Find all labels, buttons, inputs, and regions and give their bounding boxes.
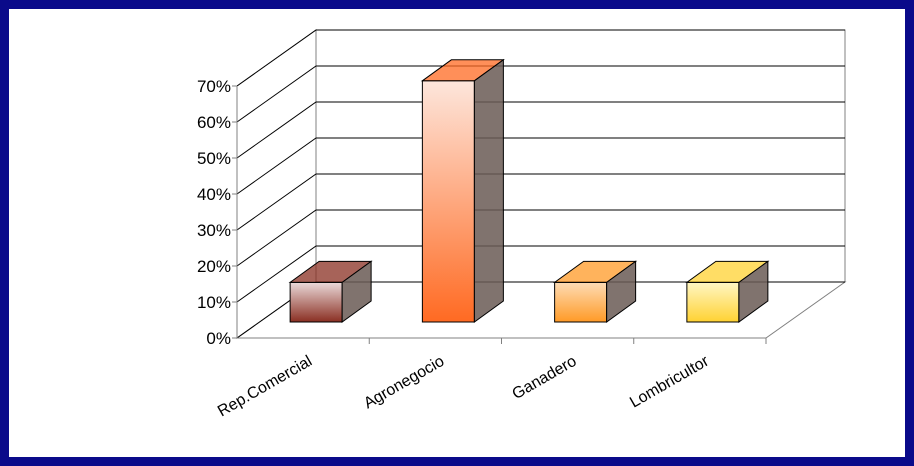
bar-side [341, 260, 372, 323]
bar-front [686, 281, 740, 323]
bar-side [738, 260, 769, 323]
bar-ganadero [553, 260, 638, 323]
gridline [236, 173, 845, 231]
bar-side [473, 58, 504, 323]
x-tick-label: Rep.Comercial [215, 353, 315, 421]
gridline [236, 65, 845, 123]
x-tick-label: Ganadero [509, 353, 579, 403]
bar-rep-comercial [288, 260, 373, 323]
y-tick-label: 20% [197, 257, 231, 276]
bars [288, 58, 770, 323]
gridline [236, 209, 845, 267]
gridline [236, 245, 845, 303]
gridline [236, 101, 845, 159]
y-tick-label: 60% [197, 113, 231, 132]
y-tick-label: 30% [197, 221, 231, 240]
x-tick-label: Lombricultor [627, 352, 712, 411]
bar-front [421, 80, 475, 323]
bar-agronegocio [420, 58, 505, 323]
y-tick-label: 0% [206, 329, 231, 348]
y-tick-label: 50% [197, 149, 231, 168]
gridlines [236, 29, 845, 339]
gridline [236, 137, 845, 195]
gridline [236, 29, 845, 87]
y-tick-label: 40% [197, 185, 231, 204]
y-tick-label: 70% [197, 77, 231, 96]
y-tick-label: 10% [197, 293, 231, 312]
back-wall [315, 29, 846, 283]
bar-front [554, 281, 608, 323]
bar-lombricultor [685, 260, 770, 323]
bar-side [606, 260, 637, 323]
x-tick-label: Agronegocio [361, 353, 447, 413]
axes [232, 85, 767, 344]
bar-front [289, 281, 343, 323]
